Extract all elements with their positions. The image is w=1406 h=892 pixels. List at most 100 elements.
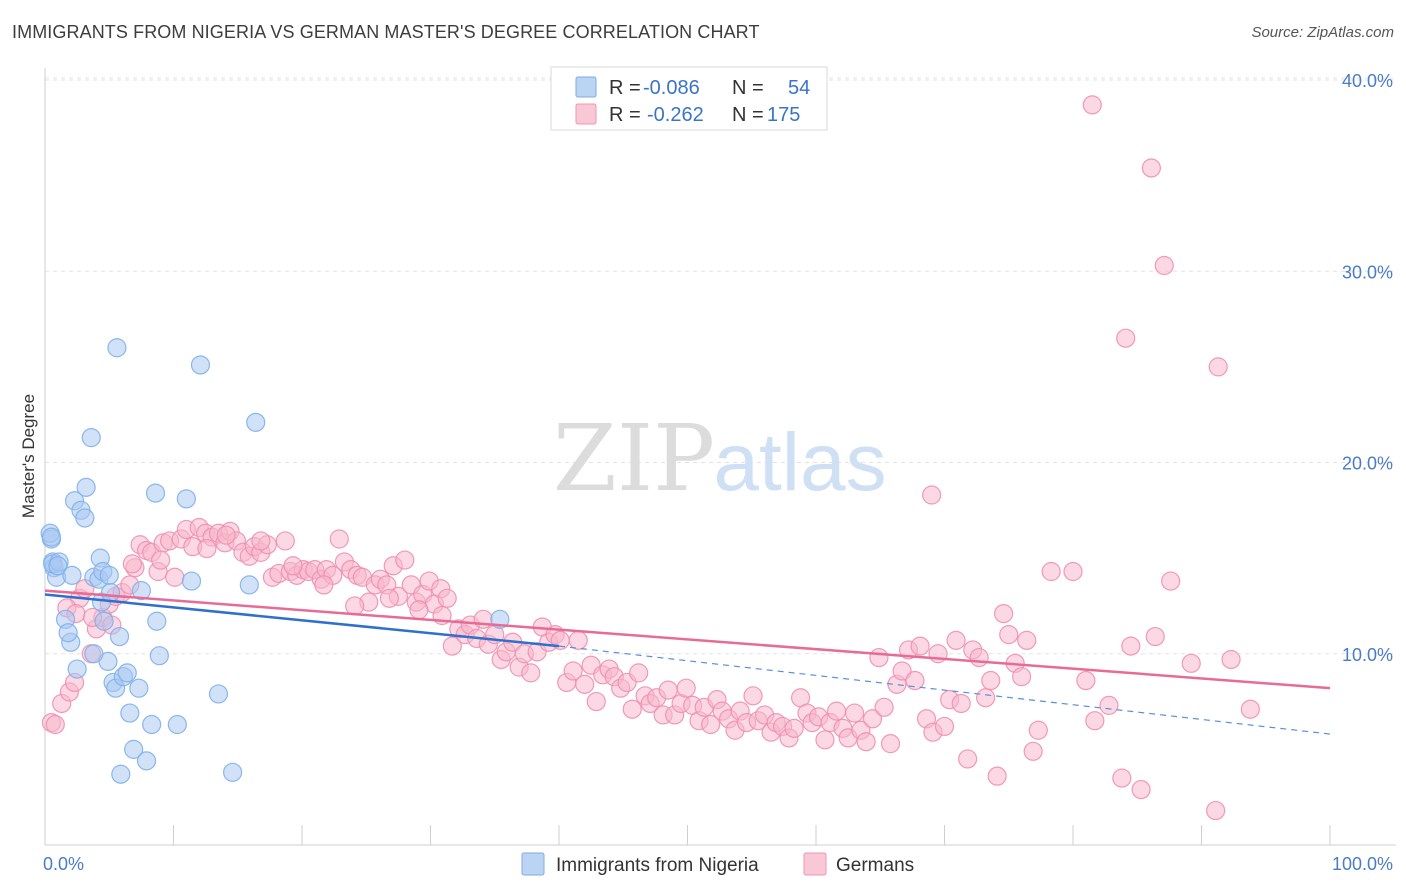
point-germans-171 <box>1112 768 1132 788</box>
point-germans-155 <box>969 647 989 668</box>
point-germans-175 <box>1161 571 1181 591</box>
point-nigeria-37 <box>147 611 167 631</box>
point-germans-137 <box>862 709 883 729</box>
point-nigeria-2 <box>41 527 62 547</box>
point-germans-164 <box>1023 741 1043 761</box>
point-germans-91 <box>586 691 606 712</box>
legend-n-value-1: 54 <box>788 77 810 99</box>
series-germans <box>41 95 1260 821</box>
point-germans-67 <box>442 636 462 656</box>
x-tick-label-1: 100.0% <box>1332 854 1393 874</box>
point-germans-124 <box>784 718 804 738</box>
legend-n-label-1: N = <box>732 77 764 99</box>
point-germans-190 <box>122 554 142 574</box>
data-points <box>40 95 1260 821</box>
point-germans-98 <box>629 663 649 683</box>
point-germans-176 <box>1181 653 1201 673</box>
point-nigeria-30 <box>120 703 140 723</box>
point-nigeria-26 <box>107 338 127 358</box>
point-germans-66 <box>437 588 457 608</box>
point-nigeria-36 <box>145 483 166 503</box>
point-germans-117 <box>743 686 763 706</box>
y-axis-label: Master's Degree <box>19 394 38 518</box>
point-germans-194 <box>251 531 271 551</box>
legend-swatch-nigeria <box>575 76 597 98</box>
point-germans-177 <box>1206 800 1226 821</box>
legend-r-label-1: R = <box>609 77 641 99</box>
trend-line-nigeria-extension <box>558 645 1331 735</box>
point-germans-149 <box>934 716 955 737</box>
point-nigeria-20 <box>94 611 114 631</box>
point-nigeria-23 <box>100 582 121 603</box>
point-nigeria-27 <box>109 626 130 647</box>
point-germans-159 <box>994 603 1014 624</box>
point-germans-174 <box>1145 626 1165 647</box>
point-nigeria-46 <box>246 412 266 432</box>
point-germans-131 <box>826 701 847 721</box>
point-germans-183 <box>1116 328 1136 348</box>
point-germans-179 <box>1240 699 1260 719</box>
x-tick-labels: 0.0% 100.0% <box>43 854 1393 874</box>
chart-title: IMMIGRANTS FROM NIGERIA VS GERMAN MASTER… <box>12 22 760 42</box>
point-germans-157 <box>981 670 1001 691</box>
point-germans-89 <box>575 674 595 694</box>
point-germans-139 <box>874 697 894 717</box>
chart-source: Source: ZipAtlas.com <box>1251 24 1394 41</box>
point-germans-197 <box>345 596 365 616</box>
point-germans-172 <box>1121 636 1141 656</box>
point-nigeria-13 <box>75 508 95 528</box>
y-tick-labels: 10.0% 20.0% 30.0% 40.0% <box>1342 71 1393 665</box>
point-germans-21 <box>165 567 185 587</box>
bottom-legend-swatch-germans <box>803 852 827 876</box>
point-germans-87 <box>563 661 583 681</box>
axes <box>44 68 1396 846</box>
grid-lines <box>45 77 1396 655</box>
point-nigeria-32 <box>129 678 149 698</box>
point-nigeria-40 <box>176 489 196 509</box>
point-germans-195 <box>283 556 303 576</box>
point-germans-140 <box>880 734 901 754</box>
point-germans-97 <box>622 699 642 719</box>
point-germans-160 <box>999 625 1019 645</box>
point-germans-170 <box>1099 695 1119 715</box>
point-germans-192 <box>197 538 217 559</box>
point-nigeria-9 <box>62 565 82 585</box>
point-germans-173 <box>1131 779 1151 800</box>
point-nigeria-43 <box>208 684 229 704</box>
y-tick-label-3: 40.0% <box>1342 71 1393 91</box>
point-germans-39 <box>275 531 295 551</box>
point-germans-169 <box>1085 711 1105 731</box>
point-germans-181 <box>1141 158 1161 178</box>
point-germans-142 <box>892 661 912 681</box>
y-tick-label-1: 20.0% <box>1342 454 1393 474</box>
point-germans-184 <box>1208 357 1228 377</box>
point-germans-178 <box>1221 649 1241 670</box>
point-germans-129 <box>815 730 835 750</box>
point-germans-165 <box>1028 720 1048 740</box>
point-germans-163 <box>1017 630 1037 650</box>
point-germans-48 <box>329 529 349 549</box>
legend-top: R = -0.086 N = 54 R = -0.262 N = 175 <box>550 66 828 131</box>
point-nigeria-52 <box>58 623 78 643</box>
point-germans-166 <box>1041 561 1061 582</box>
legend-r-label-2: R = <box>609 104 641 126</box>
point-germans-199 <box>409 600 429 620</box>
watermark-atlas: atlas <box>713 417 886 508</box>
watermark-zip: ZIP <box>553 405 715 512</box>
point-nigeria-29 <box>117 663 137 683</box>
point-nigeria-14 <box>81 428 101 448</box>
trend-lines <box>44 589 1331 735</box>
point-germans-191 <box>151 550 171 570</box>
point-nigeria-8 <box>48 556 68 576</box>
point-nigeria-45 <box>239 575 259 595</box>
point-germans-182 <box>1154 255 1174 276</box>
bottom-legend-label-nigeria: Immigrants from Nigeria <box>556 855 759 876</box>
point-germans-198 <box>379 588 399 608</box>
point-germans-59 <box>395 550 415 570</box>
point-nigeria-33 <box>131 581 151 601</box>
point-nigeria-48 <box>84 644 104 664</box>
point-germans-80 <box>521 663 541 683</box>
legend-box <box>550 66 828 131</box>
point-nigeria-34 <box>136 751 157 771</box>
